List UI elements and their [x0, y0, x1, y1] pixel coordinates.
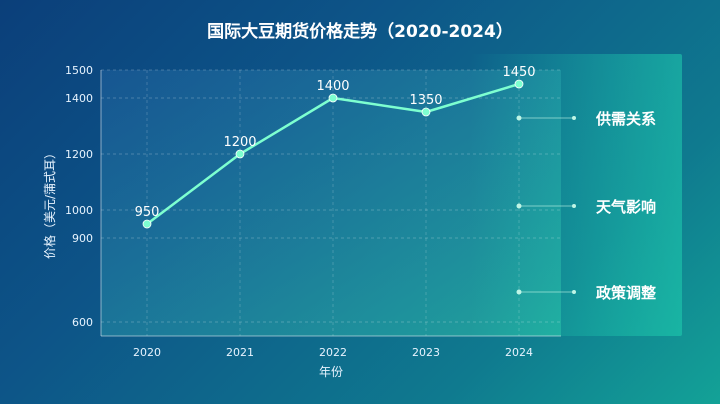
price-series	[142, 79, 524, 229]
x-tick-label: 2021	[226, 346, 254, 359]
data-point	[514, 79, 524, 89]
factor-label: 供需关系	[595, 110, 656, 128]
data-label: 1400	[316, 79, 349, 94]
x-tick-label: 2024	[505, 346, 533, 359]
y-tick-label: 1000	[65, 204, 93, 217]
x-tick-label: 2022	[319, 346, 347, 359]
data-labels: 950 1200 1400 1350 1450	[135, 65, 536, 220]
y-tick-label: 1200	[65, 148, 93, 161]
factor-end-dot	[572, 290, 576, 294]
data-label: 1350	[409, 93, 442, 108]
y-tick-label: 900	[72, 232, 93, 245]
y-tick-labels: 600 900 1000 1200 1400 1500	[65, 64, 93, 329]
data-point	[421, 107, 431, 117]
x-tick-label: 2023	[412, 346, 440, 359]
data-point	[328, 93, 338, 103]
x-axis-label: 年份	[319, 365, 343, 379]
x-tick-labels: 2020 2021 2022 2023 2024	[133, 346, 533, 359]
factor-end-dot	[572, 116, 576, 120]
factor-end-dot	[572, 204, 576, 208]
data-label: 1450	[502, 65, 535, 80]
y-axis-label: 价格（美元/蒲式耳）	[42, 147, 57, 259]
data-point	[235, 149, 245, 159]
factor-start-dot	[516, 289, 522, 295]
y-tick-label: 1500	[65, 64, 93, 77]
x-tick-label: 2020	[133, 346, 161, 359]
y-tick-label: 1400	[65, 92, 93, 105]
factor-start-dot	[516, 115, 522, 121]
factor-label: 政策调整	[596, 284, 656, 302]
highlight-band	[470, 54, 682, 336]
data-point	[142, 219, 152, 229]
chart-title: 国际大豆期货价格走势（2020-2024）	[207, 21, 513, 42]
data-label: 950	[135, 205, 160, 220]
factor-label: 天气影响	[596, 198, 656, 216]
data-label: 1200	[223, 135, 256, 150]
factor-start-dot	[516, 203, 522, 209]
y-tick-label: 600	[72, 316, 93, 329]
